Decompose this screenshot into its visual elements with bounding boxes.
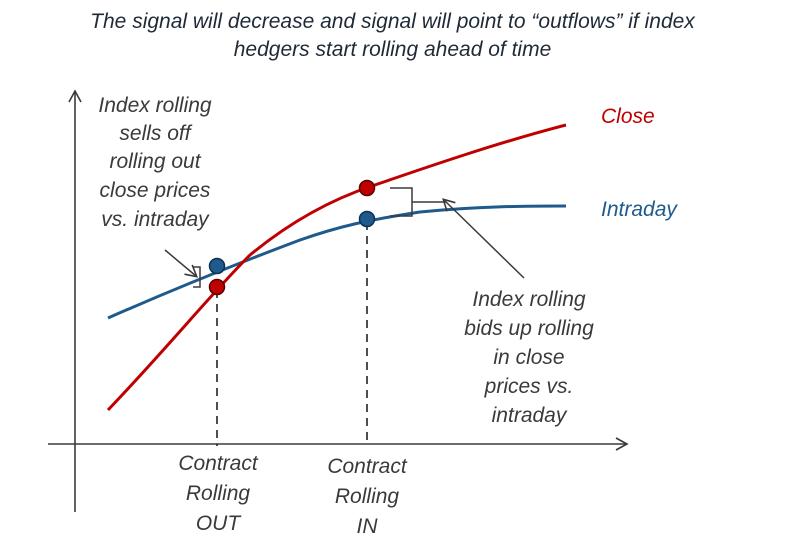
- axis-marker-line: Contract: [178, 452, 259, 475]
- close-curve: [106, 123, 567, 412]
- annotation-line: rolling out: [109, 150, 201, 173]
- annotation-line: close prices: [100, 179, 211, 202]
- annotation-line: vs. intraday: [101, 208, 210, 231]
- rolling-out-leader: [164, 249, 199, 278]
- annotation-line: sells off: [119, 122, 192, 145]
- diagram-title: The signal will decrease and signal will…: [0, 8, 785, 64]
- intraday-curve: [107, 204, 567, 320]
- rolling-out-annotation: Index rolling sells off rolling out clos…: [98, 94, 212, 231]
- axis-marker-line: IN: [357, 515, 379, 538]
- contract-rolling-out-label: Contract Rolling OUT: [178, 452, 259, 535]
- rolling-in-leader: [442, 198, 525, 279]
- annotation-line: prices vs.: [484, 375, 574, 398]
- title-line-1: The signal will decrease and signal will…: [90, 10, 695, 33]
- annotation-line: in close: [493, 346, 564, 369]
- annotation-line: intraday: [492, 404, 568, 427]
- rolling-in-annotation: Index rolling bids up rolling in close p…: [464, 288, 594, 427]
- intraday-point-in: [358, 210, 376, 228]
- intraday-label: Intraday: [601, 198, 678, 221]
- close-label: Close: [601, 105, 655, 128]
- close-point-out: [208, 278, 226, 296]
- annotation-line: Index rolling: [472, 288, 586, 311]
- close-point-in: [358, 179, 376, 197]
- annotation-line: bids up rolling: [464, 317, 594, 340]
- rolling-in-bracket: [390, 187, 446, 217]
- contract-rolling-in-label: Contract Rolling IN: [327, 455, 408, 538]
- rolling-out-bracket: [193, 266, 201, 288]
- annotation-line: Index rolling: [98, 94, 212, 117]
- axis-marker-line: OUT: [196, 512, 243, 535]
- title-line-2: hedgers start rolling ahead of time: [233, 38, 552, 61]
- intraday-point-out: [208, 257, 226, 275]
- axis-marker-line: Rolling: [335, 485, 400, 508]
- axis-marker-line: Rolling: [186, 482, 251, 505]
- axis-marker-line: Contract: [327, 455, 408, 478]
